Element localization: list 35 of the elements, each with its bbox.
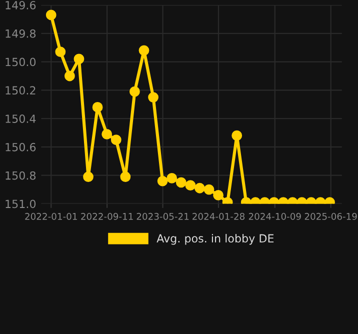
point <box>157 176 168 186</box>
point <box>92 102 103 112</box>
y-tick-label: 150.8 <box>6 171 36 180</box>
point <box>185 180 196 190</box>
y-tick-label: 150.2 <box>6 86 36 95</box>
point <box>120 172 131 182</box>
point <box>110 134 122 146</box>
x-tick-label: 2024-01-28 <box>192 212 245 220</box>
legend-label: Avg. pos. in lobby DE <box>156 234 274 245</box>
point <box>138 45 150 56</box>
x-tick-label: 2023-05-21 <box>136 212 189 220</box>
point <box>46 10 56 20</box>
y-tick-label: 150.4 <box>6 114 36 123</box>
point <box>102 128 112 140</box>
point <box>213 190 224 200</box>
point <box>194 182 205 194</box>
y-tick-label: 150.0 <box>6 58 36 66</box>
point <box>64 70 75 82</box>
x-tick-label: 2024-10-09 <box>248 212 301 220</box>
x-tick-label: 2025-06-19 <box>304 212 357 220</box>
point <box>129 86 140 97</box>
x-tick-label: 2022-01-01 <box>25 212 77 220</box>
point <box>204 184 214 195</box>
y-tick-label: 149.8 <box>6 29 36 38</box>
point <box>166 172 178 184</box>
point <box>176 177 186 188</box>
point <box>232 130 242 141</box>
y-tick-label: 149.6 <box>6 0 36 10</box>
x-tick-label: 2022-09-11 <box>81 212 133 220</box>
y-tick-label: 150.6 <box>6 142 36 152</box>
point <box>74 54 84 64</box>
point <box>83 172 94 182</box>
point <box>55 46 66 58</box>
point <box>148 92 158 102</box>
y-tick-label: 151.0 <box>6 200 36 208</box>
